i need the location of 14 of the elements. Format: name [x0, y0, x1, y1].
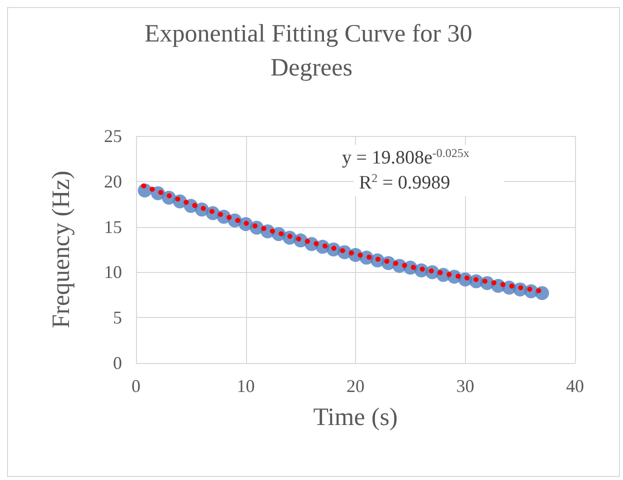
x-tick-label: 20	[346, 376, 364, 396]
y-tick-label: 5	[113, 308, 122, 328]
y-tick-label: 25	[104, 126, 122, 146]
chart-title: Exponential Fitting Curve for 30 Degrees	[144, 20, 478, 82]
y-tick-label: 15	[104, 216, 122, 237]
x-axis-title: Time (s)	[313, 404, 398, 431]
y-tick-label: 20	[104, 171, 122, 192]
x-tick-label: 0	[132, 376, 140, 396]
x-tick-label: 10	[236, 376, 255, 396]
x-tick-label: 30	[456, 376, 474, 396]
y-axis-title: Frequency (Hz)	[48, 170, 75, 328]
x-tick-label: 40	[566, 376, 584, 396]
y-tick-label: 10	[104, 262, 122, 282]
y-tick-label: 0	[113, 353, 122, 373]
